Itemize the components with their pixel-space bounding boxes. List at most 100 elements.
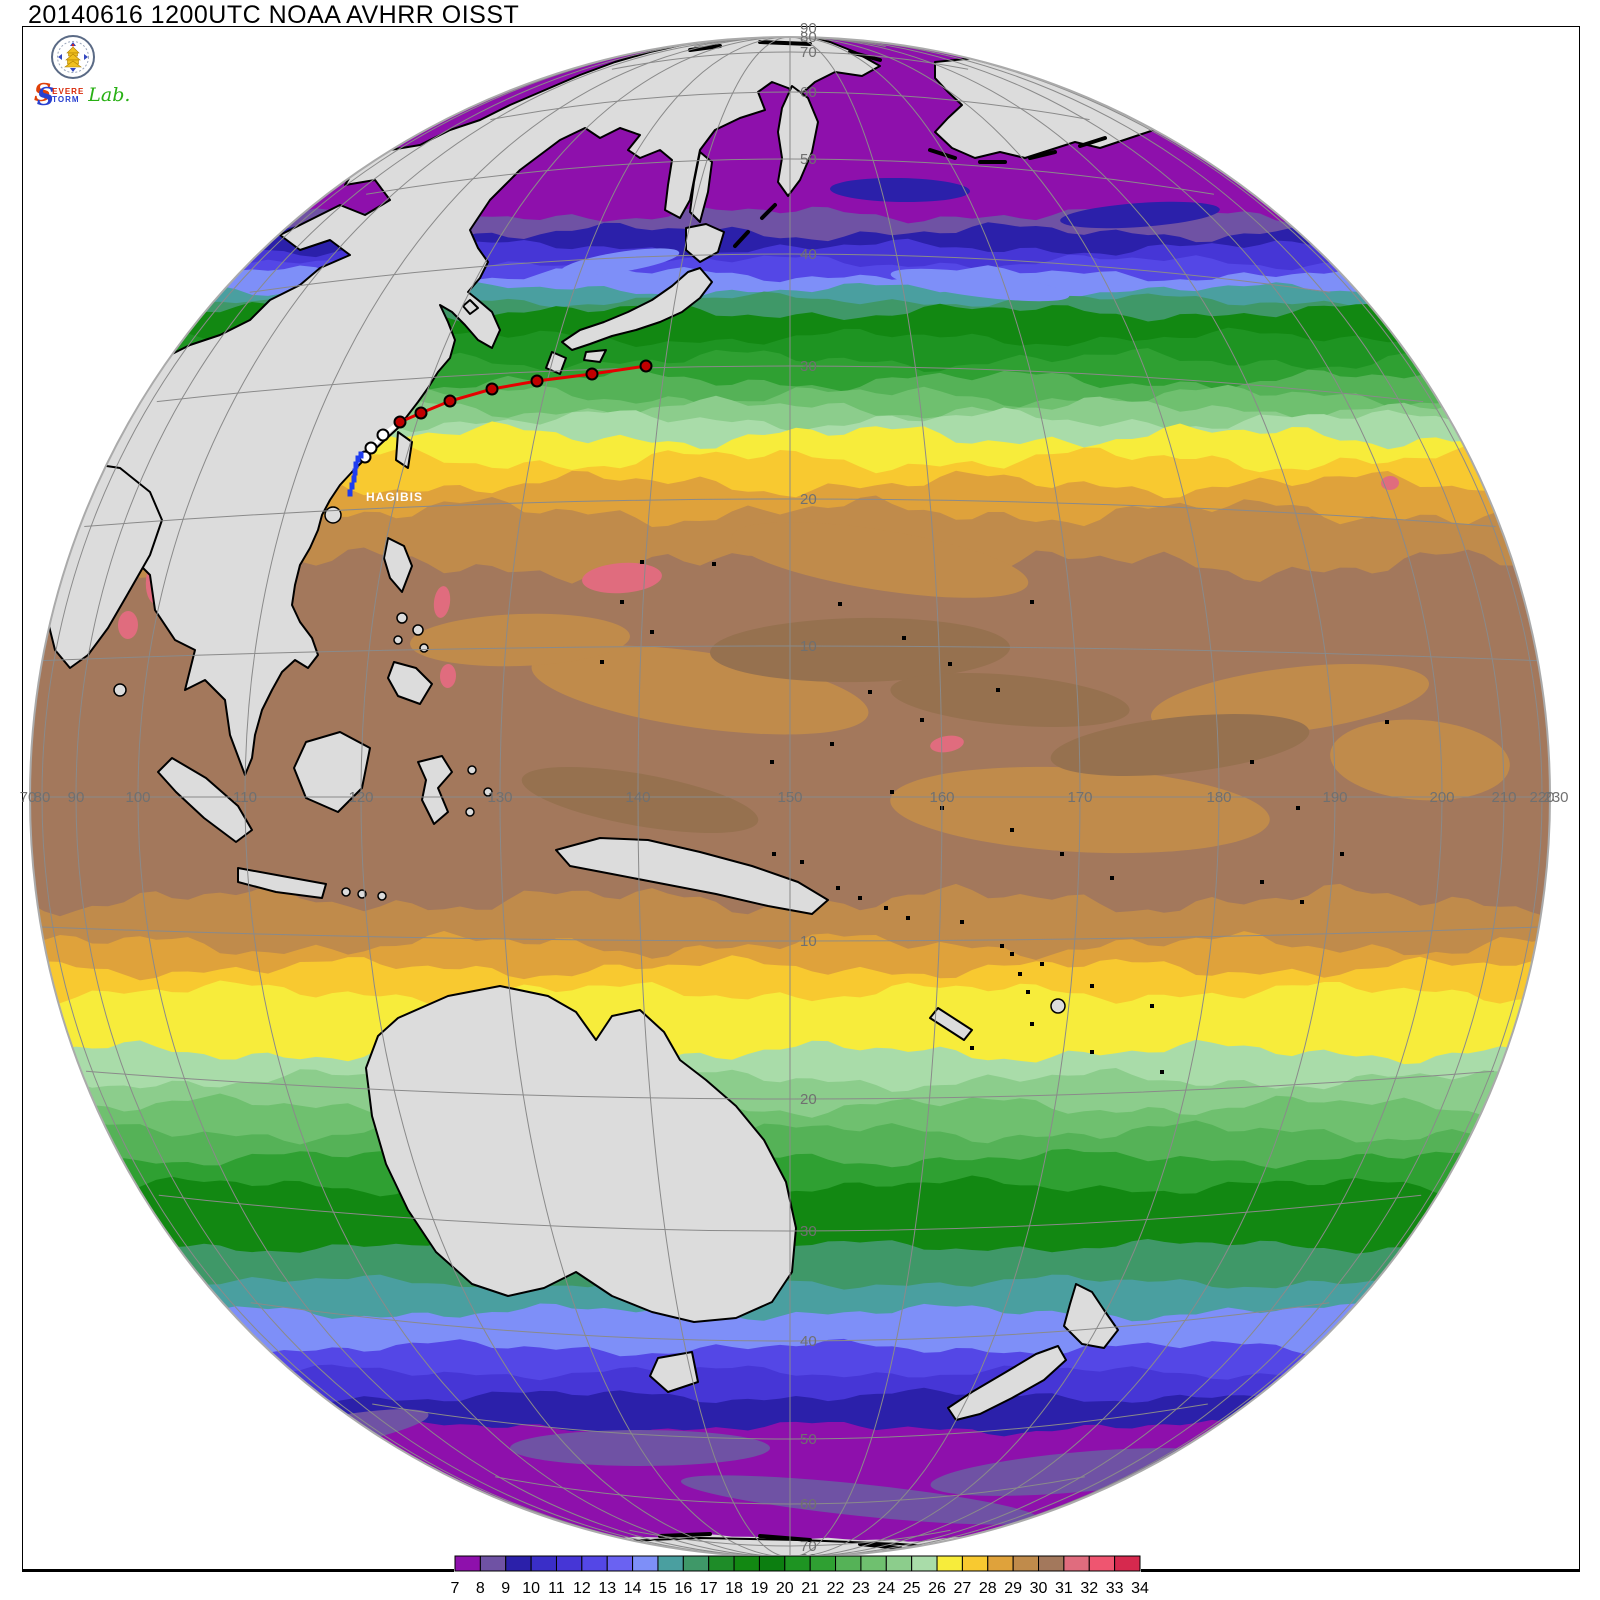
storm-track: HAGIBIS	[347, 359, 653, 504]
lon-label-90: 90	[68, 789, 85, 806]
lon-label-230: 230	[1543, 789, 1568, 806]
colorbar-cell	[708, 1555, 735, 1572]
colorbar-tick: 21	[801, 1580, 819, 1597]
lat-label-80: 80	[800, 29, 817, 46]
lat-label-20: 20	[800, 1091, 817, 1108]
lon-label-150: 150	[777, 789, 802, 806]
colorbar-cell	[733, 1555, 760, 1572]
colorbar-tick: 20	[776, 1580, 794, 1597]
graticule	[30, 37, 1550, 1557]
lat-label-60: 60	[800, 1496, 817, 1513]
colorbar-cell	[1038, 1555, 1065, 1572]
lon-label-80: 80	[34, 789, 51, 806]
colorbar-cell	[682, 1555, 710, 1572]
colorbar-cell	[555, 1555, 583, 1572]
storm-position-marker	[585, 367, 599, 381]
storm-position-marker	[414, 406, 428, 420]
lon-label-120: 120	[348, 789, 373, 806]
lat-label-10: 10	[800, 638, 817, 655]
colorbar-cell	[835, 1555, 862, 1572]
colorbar-tick: 17	[700, 1580, 718, 1597]
colorbar-tick: 33	[1106, 1580, 1124, 1597]
colorbar-tick: 14	[624, 1580, 642, 1597]
colorbar-cell	[1012, 1555, 1040, 1572]
lon-label-110: 110	[233, 789, 257, 806]
storm-position-marker	[393, 415, 407, 429]
logo-text: SS EVERE TORM Lab.	[34, 78, 154, 109]
storm-position-marker-open	[364, 441, 378, 455]
lat-label-30: 30	[800, 358, 817, 375]
lon-label-190: 190	[1322, 789, 1347, 806]
logo-word-stack: EVERE TORM	[52, 86, 85, 104]
colorbar-cell	[505, 1555, 532, 1572]
logo-storm-initial: S	[36, 82, 55, 111]
lon-label-180: 180	[1206, 789, 1231, 806]
page-title: 20140616 1200UTC NOAA AVHRR OISST	[28, 1, 520, 29]
lat-label-20: 20	[800, 491, 817, 508]
colorbar-tick: 13	[598, 1580, 616, 1597]
logo-severe-rest: EVERE	[52, 86, 85, 96]
storm-genesis-dot	[349, 482, 355, 490]
colorbar-tick: 9	[501, 1580, 510, 1597]
storm-position-marker	[530, 374, 544, 388]
storm-name-label: HAGIBIS	[366, 490, 423, 504]
lon-label-200: 200	[1429, 789, 1454, 806]
island-dots	[600, 560, 1389, 1074]
lat-label-10: 10	[800, 933, 817, 950]
storm-genesis-dot	[353, 461, 359, 469]
lat-label-60: 60	[800, 84, 817, 101]
lat-label-50: 50	[800, 151, 817, 168]
colorbar-cell	[606, 1555, 634, 1572]
colorbar-tick: 7	[451, 1580, 460, 1597]
storm-position-marker	[639, 359, 653, 373]
colorbar-cell	[657, 1555, 684, 1572]
lon-label-170: 170	[1067, 789, 1092, 806]
storm-position-marker	[485, 382, 499, 396]
storm-genesis-dot	[351, 475, 357, 483]
storm-genesis-dot	[347, 489, 353, 497]
colorbar-tick: 28	[979, 1580, 997, 1597]
colorbar-tick: 27	[954, 1580, 972, 1597]
colorbar-tick: 26	[928, 1580, 946, 1597]
lon-label-70: 70	[20, 789, 37, 806]
colorbar-tick: 30	[1030, 1580, 1048, 1597]
colorbar-cell	[885, 1555, 913, 1572]
colorbar-cell	[530, 1555, 557, 1572]
colorbar-cell	[1114, 1555, 1141, 1572]
colorbar-tick: 24	[877, 1580, 895, 1597]
university-seal-icon	[51, 35, 95, 79]
colorbar-cell	[936, 1555, 963, 1572]
lat-label-40: 40	[800, 246, 817, 263]
colorbar-tick: 18	[725, 1580, 743, 1597]
colorbar: 7 8 9 10 11 12 13 14 15 16 17 18 19 20 21 22 23 24 25 26 27 2…	[451, 1555, 1149, 1597]
lat-label-70: 70	[800, 1538, 817, 1555]
colorbar-cell	[1063, 1555, 1090, 1572]
storm-position-marker	[443, 394, 457, 408]
colorbar-tick: 29	[1004, 1580, 1022, 1597]
lat-label-40: 40	[800, 1333, 817, 1350]
lon-label-160: 160	[929, 789, 954, 806]
lon-label-130: 130	[487, 789, 512, 806]
colorbar-tick: 12	[573, 1580, 591, 1597]
colorbar-tick: 15	[649, 1580, 667, 1597]
colorbar-tick: 32	[1080, 1580, 1098, 1597]
lon-label-100: 100	[125, 789, 150, 806]
colorbar-cell	[809, 1555, 837, 1572]
colorbar-cell	[784, 1555, 811, 1572]
sst-field	[30, 37, 1550, 1557]
colorbar-tick: 31	[1055, 1580, 1073, 1597]
lat-label-30: 30	[800, 1223, 817, 1240]
colorbar-tick: 23	[852, 1580, 870, 1597]
lon-label-210: 210	[1491, 789, 1516, 806]
storm-position-marker-open	[376, 428, 390, 442]
storm-genesis-dot	[352, 468, 358, 476]
colorbar-tick: 22	[827, 1580, 845, 1597]
colorbar-tick: 8	[476, 1580, 485, 1597]
colorbar-cell	[1088, 1555, 1116, 1572]
storm-genesis-dot	[358, 451, 364, 459]
colorbar-cell	[581, 1555, 608, 1572]
colorbar-tick: 34	[1131, 1580, 1149, 1597]
logo-severe-initial: S	[34, 78, 51, 107]
